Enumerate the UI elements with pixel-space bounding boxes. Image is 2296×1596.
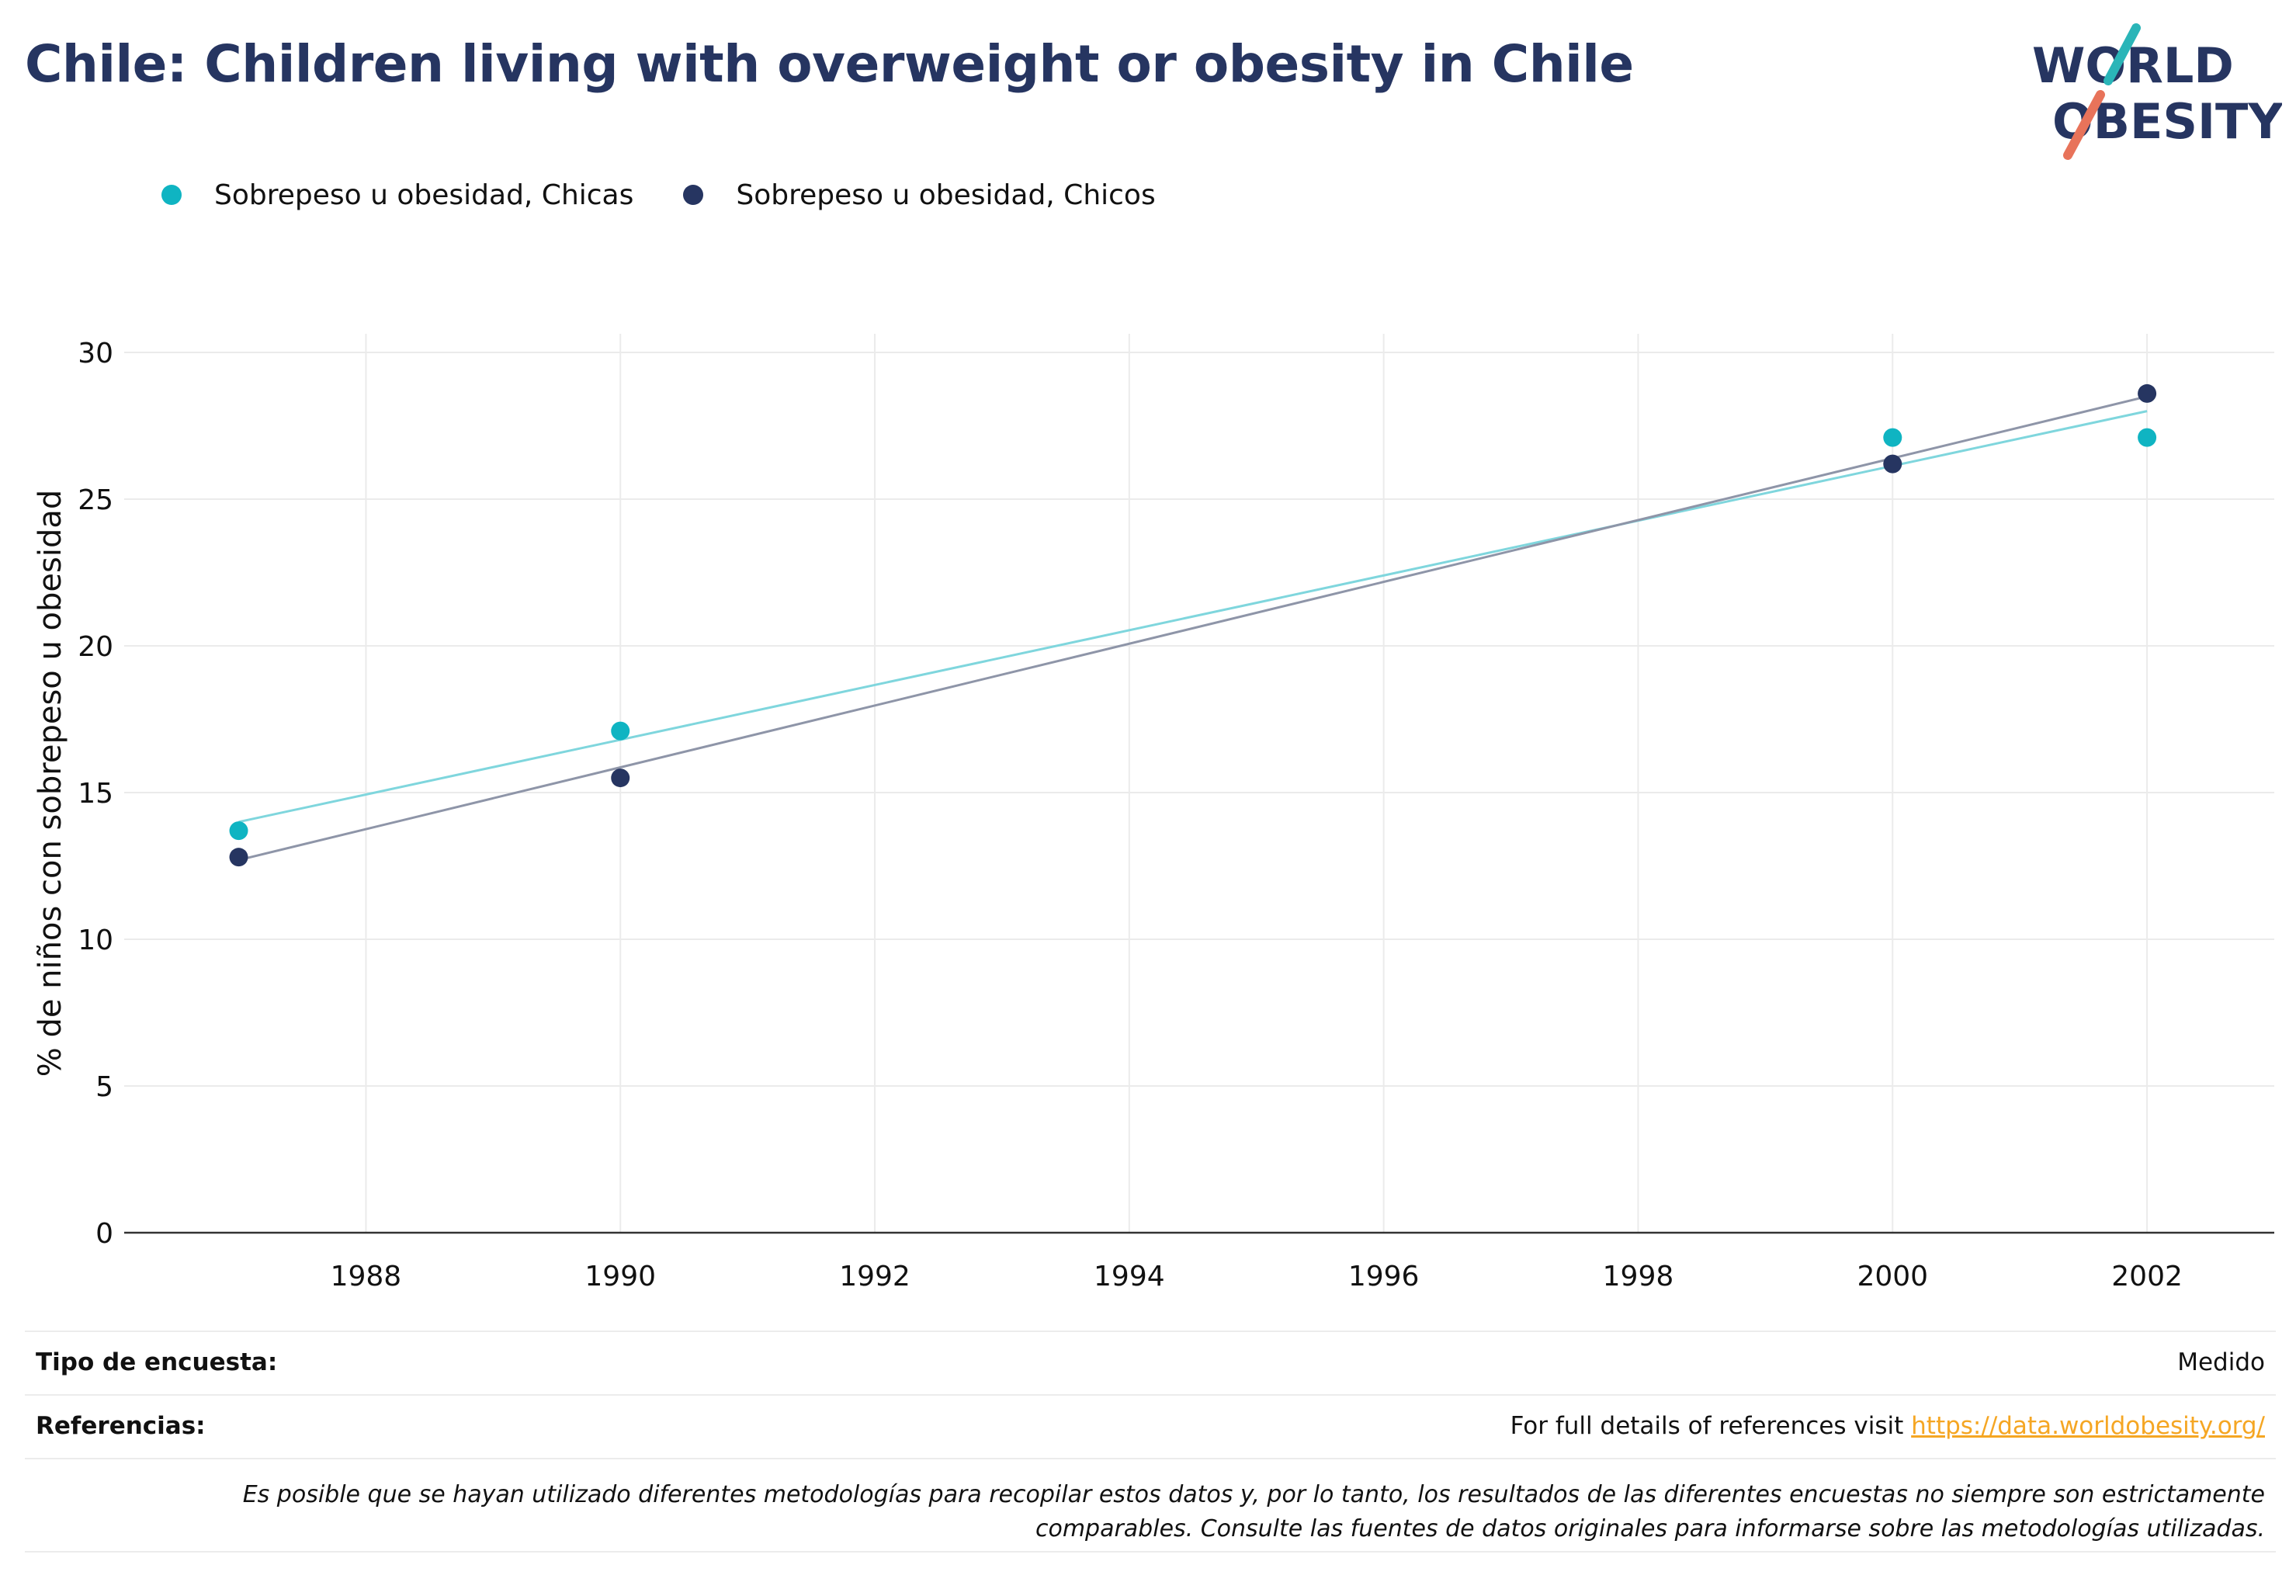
chart-title: Chile: Children living with overweight o… [25,34,1634,94]
data-point-series-1-1990 [611,769,630,788]
data-point-series-1-2000 [1883,454,1902,474]
y-tick-label-15: 15 [78,778,113,810]
survey-type-row: Tipo de encuesta: Medido [25,1331,2276,1393]
x-tick-label-2002: 2002 [2111,1261,2183,1292]
trend-line-series-1 [238,395,2148,862]
references-value: For full details of references visit htt… [1510,1412,2265,1440]
note-line-1: Es posible que se hayan utilizado difere… [242,1481,2265,1508]
legend: Sobrepeso u obesidad, Chicas Sobrepeso u… [161,177,1205,213]
logo-world-text: WORLD [2032,37,2234,94]
logo-teal-slash [2104,23,2141,85]
legend-label-chicas: Sobrepeso u obesidad, Chicas [214,179,634,211]
y-tick-label-0: 0 [95,1218,113,1250]
y-tick-label-25: 25 [78,484,113,516]
legend-marker-chicas [161,185,182,205]
y-tick-label-5: 5 [95,1071,113,1103]
world-obesity-logo: WORLD OBESITY [2032,23,2282,160]
x-tick-label-1998: 1998 [1603,1261,1674,1292]
methodology-note: Es posible que se hayan utilizado difere… [25,1458,2276,1553]
references-text: For full details of references visit [1510,1412,1912,1440]
data-point-series-0-2002 [2138,428,2157,447]
legend-marker-chicos [683,185,704,205]
legend-item-chicas[interactable]: Sobrepeso u obesidad, Chicas [161,179,633,211]
note-line-2: comparables. Consulte las fuentes de dat… [1035,1515,2265,1542]
x-tick-label-1988: 1988 [331,1261,402,1292]
y-tick-label-10: 10 [78,925,113,956]
y-axis-title: % de niños con sobrepeso u obesidad [33,490,68,1077]
logo-coral-slash [2063,90,2105,160]
data-point-series-0-1990 [611,721,630,741]
x-tick-label-1994: 1994 [1094,1261,1165,1292]
survey-type-label: Tipo de encuesta: [36,1348,278,1376]
y-tick-label-20: 20 [78,631,113,663]
x-tick-label-1996: 1996 [1348,1261,1420,1292]
scatter-chart: 1988 1990 1992 1994 1996 1998 2000 2002 0 5 10 15 20… [33,334,2274,1292]
references-row: Referencias: For full details of referen… [25,1394,2276,1456]
data-point-series-1-1987 [229,848,248,867]
data-point-series-1-2002 [2138,383,2157,403]
x-tick-label-1992: 1992 [839,1261,910,1292]
survey-type-value: Medido [2177,1348,2265,1376]
x-tick-label-1990: 1990 [584,1261,656,1292]
data-point-series-0-1987 [229,821,248,841]
data-point-series-0-2000 [1883,428,1902,447]
legend-item-chicos[interactable]: Sobrepeso u obesidad, Chicos [683,179,1156,211]
x-tick-label-2000: 2000 [1857,1261,1928,1292]
references-link[interactable]: https://data.worldobesity.org/ [1911,1412,2265,1440]
trend-line-series-0 [238,410,2148,824]
references-label: Referencias: [36,1412,206,1440]
y-tick-label-30: 30 [78,338,113,370]
legend-label-chicos: Sobrepeso u obesidad, Chicos [736,179,1156,211]
